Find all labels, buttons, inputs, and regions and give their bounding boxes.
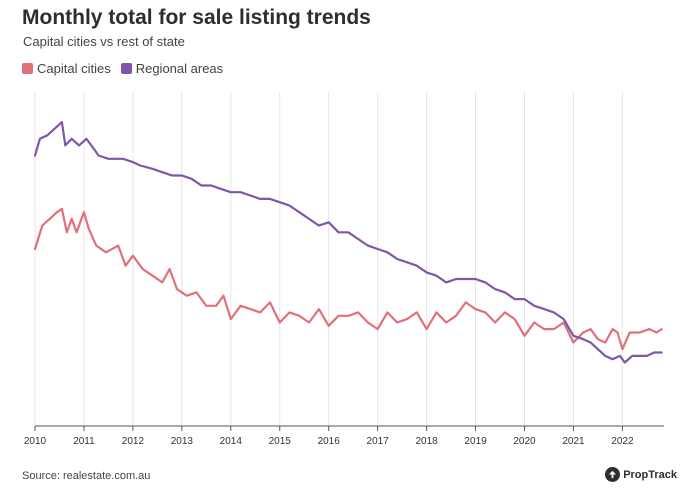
x-tick-label: 2013 bbox=[171, 436, 194, 447]
x-tick-label: 2018 bbox=[415, 436, 438, 447]
brand-name: PropTrack bbox=[623, 468, 677, 481]
legend-item-regional-areas: Regional areas bbox=[120, 61, 224, 76]
x-tick-label: 2014 bbox=[220, 436, 243, 447]
x-tick-label: 2012 bbox=[122, 436, 145, 447]
brand: PropTrack bbox=[605, 467, 677, 482]
x-tick-label: 2017 bbox=[367, 436, 390, 447]
chart-legend: Capital cities Regional areas bbox=[22, 61, 233, 76]
legend-item-capital-cities: Capital cities bbox=[22, 61, 111, 76]
x-tick-label: 2019 bbox=[464, 436, 487, 447]
series-line-regional-areas bbox=[33, 121, 663, 364]
x-tick-label: 2015 bbox=[269, 436, 292, 447]
series-line-capital-cities bbox=[33, 207, 663, 351]
chart-subtitle: Capital cities vs rest of state bbox=[23, 34, 185, 49]
proptrack-logo-icon bbox=[605, 467, 621, 482]
legend-swatch-capital-cities bbox=[22, 63, 33, 74]
source-note: Source: realestate.com.au bbox=[22, 470, 151, 482]
legend-label-regional-areas: Regional areas bbox=[135, 61, 224, 76]
x-tick-label: 2016 bbox=[318, 436, 341, 447]
x-tick-label: 2022 bbox=[611, 436, 634, 447]
legend-label-capital-cities: Capital cities bbox=[37, 61, 111, 76]
chart-title: Monthly total for sale listing trends bbox=[22, 6, 371, 29]
x-tick-label: 2021 bbox=[562, 436, 585, 447]
legend-swatch-regional-areas bbox=[120, 63, 132, 74]
x-tick-label: 2010 bbox=[24, 436, 47, 447]
x-tick-label: 2020 bbox=[513, 436, 536, 447]
x-tick-label: 2011 bbox=[73, 436, 95, 447]
